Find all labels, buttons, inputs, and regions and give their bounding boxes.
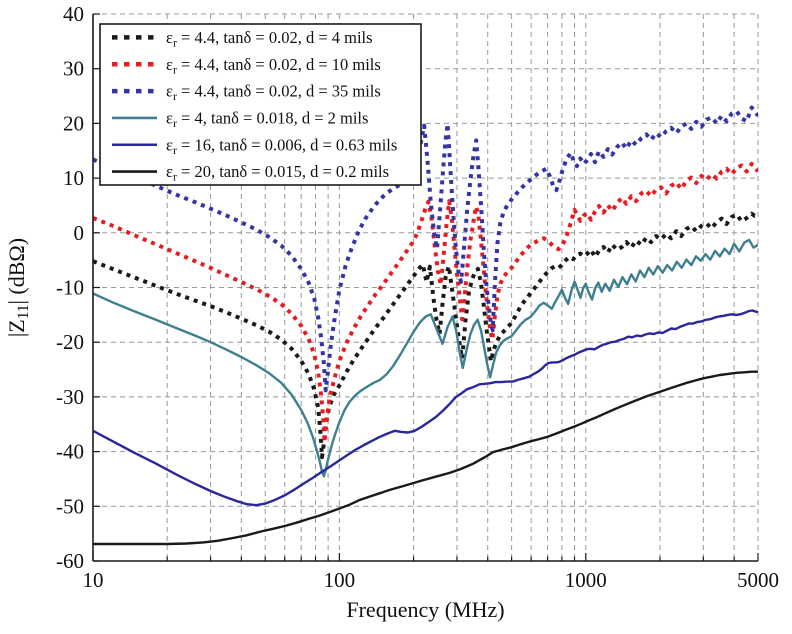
x-tick-label: 1000 (565, 568, 607, 592)
y-tick-label: -30 (56, 385, 84, 409)
y-tick-label: -50 (56, 494, 84, 518)
series-er20-d0p2mils (93, 370, 758, 546)
y-tick-label: 30 (63, 57, 84, 81)
x-axis-title: Frequency (MHz) (346, 597, 504, 622)
y-tick-label: 0 (74, 221, 85, 245)
legend-label-er4-d2mils: εr = 4, tanδ = 0.018, d = 2 mils (166, 108, 368, 129)
y-axis-title: |Z11| (dBΩ) (4, 238, 32, 337)
y-tick-label: -40 (56, 440, 84, 464)
y-tick-label: -20 (56, 330, 84, 354)
series-er4p4-d35mils (93, 105, 758, 393)
y-tick-label: -60 (56, 549, 84, 573)
y-tick-label: 40 (63, 2, 84, 26)
legend-label-er4p4-d4mils: εr = 4.4, tanδ = 0.02, d = 4 mils (166, 28, 373, 50)
legend-label-er20-d0p2mils: εr = 20, tanδ = 0.015, d = 0.2 mils (166, 162, 389, 184)
x-tick-label: 5000 (737, 568, 779, 592)
legend-label-er4p4-d35mils: εr = 4.4, tanδ = 0.02, d = 35 mils (166, 82, 381, 104)
y-tick-label: -10 (56, 276, 84, 300)
series-er4p4-d10mils (93, 161, 758, 445)
series-er16-d0p63mils (93, 309, 758, 507)
axis-labels: 10 100 1000 5000403020100-10-20-30-40-50-60… (4, 2, 779, 622)
legend-frame (99, 23, 422, 186)
x-tick-label: 100 (324, 568, 356, 592)
y-tick-label: 10 (63, 166, 84, 190)
axes-and-ticks (92, 13, 759, 562)
x-tick-label: 10 (83, 568, 104, 592)
legend-label-er4p4-d10mils: εr = 4.4, tanδ = 0.02, d = 10 mils (166, 55, 381, 77)
y-tick-label: 20 (63, 111, 84, 135)
data-series (93, 105, 758, 546)
legend-label-er16-d0p63mils: εr = 16, tanδ = 0.006, d = 0.63 mils (166, 135, 397, 157)
legend-box: εr = 4.4, tanδ = 0.02, d = 4 mils εr = 4.… (99, 23, 422, 186)
series-er4-d2mils (93, 238, 758, 478)
